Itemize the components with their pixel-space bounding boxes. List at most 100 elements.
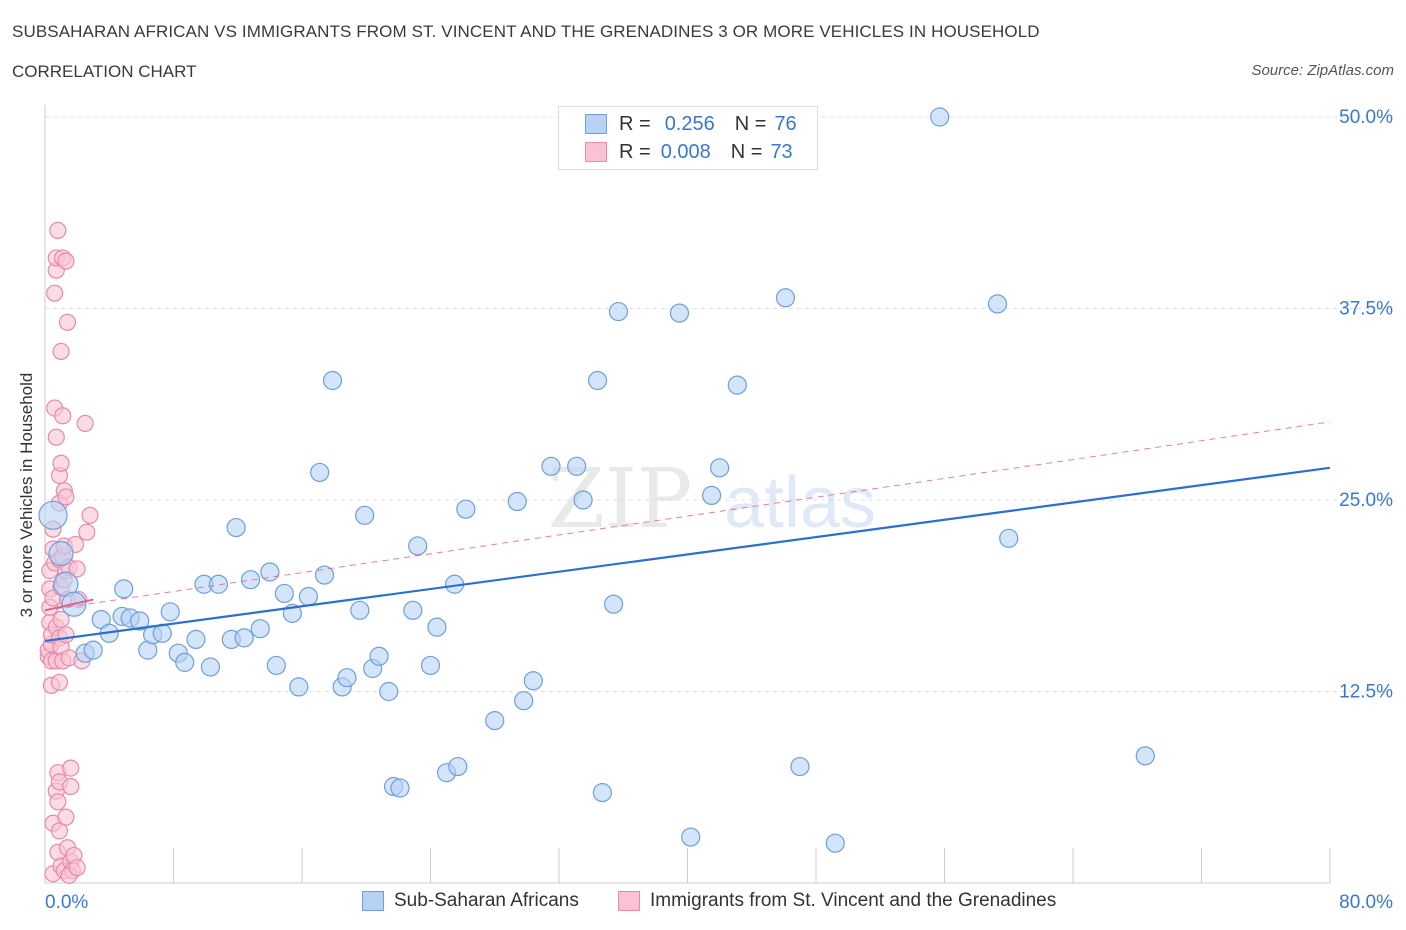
data-point-subsaharan bbox=[355, 505, 375, 525]
watermark: ZIP atlas bbox=[548, 452, 876, 547]
legend-row-immigrants: R = 0.008 N = 73 bbox=[585, 141, 793, 163]
data-point-subsaharan bbox=[514, 691, 534, 711]
bottom-legend-subsaharan: Sub-Saharan Africans bbox=[362, 890, 579, 912]
data-point-subsaharan bbox=[790, 756, 810, 777]
x-tick-label-max: 80.0% bbox=[1339, 892, 1393, 913]
data-point-immigrants bbox=[47, 428, 65, 446]
bottom-legend-swatch-blue bbox=[362, 891, 384, 911]
data-point-subsaharan bbox=[241, 570, 261, 590]
data-point-subsaharan bbox=[448, 756, 468, 777]
watermark-atlas: atlas bbox=[724, 463, 876, 543]
legend-r-label: R = bbox=[619, 112, 651, 135]
data-point-subsaharan bbox=[403, 600, 423, 620]
data-point-subsaharan bbox=[298, 586, 319, 607]
data-point-subsaharan bbox=[999, 528, 1019, 548]
legend: R = 0.256 N = 76 R = 0.008 N = 73 bbox=[558, 106, 818, 170]
data-point-subsaharan bbox=[408, 536, 428, 556]
source-label: Source: ZipAtlas.com bbox=[1251, 62, 1394, 79]
trendline-subsaharan bbox=[44, 466, 1331, 643]
data-point-immigrants bbox=[68, 859, 86, 877]
data-point-immigrants bbox=[57, 488, 75, 506]
data-point-subsaharan bbox=[114, 579, 134, 599]
data-point-immigrants bbox=[49, 793, 67, 811]
y-tick-label: 25.0% bbox=[1339, 490, 1393, 511]
data-point-subsaharan bbox=[573, 490, 593, 510]
data-point-subsaharan bbox=[567, 456, 587, 476]
axes bbox=[44, 105, 1331, 884]
data-point-subsaharan bbox=[681, 827, 701, 847]
data-point-immigrants bbox=[57, 626, 75, 644]
data-point-immigrants bbox=[78, 523, 96, 541]
data-point-subsaharan bbox=[507, 491, 527, 512]
data-point-subsaharan bbox=[48, 541, 74, 567]
data-point-immigrants bbox=[76, 414, 94, 432]
data-point-subsaharan bbox=[314, 565, 335, 585]
trendline-immigrants-dashed bbox=[44, 421, 1331, 611]
data-point-subsaharan bbox=[83, 640, 103, 660]
data-point-subsaharan bbox=[310, 462, 330, 483]
data-point-immigrants bbox=[54, 407, 72, 425]
legend-n-label: N = bbox=[730, 140, 763, 163]
legend-n-label: N = bbox=[734, 112, 767, 135]
data-point-subsaharan bbox=[322, 370, 343, 391]
legend-n-value: 73 bbox=[770, 140, 793, 163]
data-point-subsaharan bbox=[289, 677, 309, 697]
data-point-immigrants bbox=[57, 808, 75, 826]
data-point-immigrants bbox=[62, 777, 80, 796]
data-point-immigrants bbox=[46, 284, 64, 302]
data-point-subsaharan bbox=[369, 646, 389, 666]
data-point-immigrants bbox=[52, 342, 70, 360]
data-point-subsaharan bbox=[775, 288, 796, 308]
data-point-subsaharan bbox=[208, 574, 229, 594]
data-point-subsaharan bbox=[456, 499, 476, 519]
data-point-subsaharan bbox=[1135, 746, 1155, 766]
data-point-subsaharan bbox=[541, 456, 561, 476]
legend-r-value: 0.256 bbox=[664, 112, 715, 135]
x-tick-labels: 0.0% 80.0% bbox=[45, 892, 1393, 913]
data-point-subsaharan bbox=[604, 594, 624, 614]
data-point-subsaharan bbox=[38, 500, 68, 530]
data-point-subsaharan bbox=[701, 485, 722, 506]
data-point-immigrants bbox=[50, 673, 69, 691]
legend-r-label: R = bbox=[619, 140, 651, 163]
data-point-subsaharan bbox=[987, 294, 1008, 314]
data-point-subsaharan bbox=[226, 517, 246, 538]
data-point-subsaharan bbox=[130, 611, 150, 631]
data-point-subsaharan bbox=[186, 629, 206, 650]
legend-swatch-blue bbox=[585, 114, 607, 134]
bottom-legend-immigrants: Immigrants from St. Vincent and the Gren… bbox=[618, 890, 1056, 912]
data-point-subsaharan bbox=[175, 652, 195, 672]
data-point-subsaharan bbox=[420, 655, 441, 676]
chart-title: SUBSAHARAN AFRICAN VS IMMIGRANTS FROM ST… bbox=[12, 22, 1040, 41]
data-point-subsaharan bbox=[523, 671, 543, 691]
y-tick-labels: 12.5% 25.0% 37.5% 50.0% bbox=[1339, 107, 1393, 703]
data-point-subsaharan bbox=[710, 458, 730, 478]
data-point-subsaharan bbox=[250, 619, 270, 639]
data-point-immigrants bbox=[68, 560, 86, 578]
bottom-legend-label-subsaharan: Sub-Saharan Africans bbox=[394, 890, 579, 911]
data-point-subsaharan bbox=[727, 375, 747, 395]
x-tick-label-min: 0.0% bbox=[45, 892, 88, 913]
data-point-subsaharan bbox=[266, 655, 286, 676]
data-point-subsaharan bbox=[825, 833, 845, 853]
legend-n-value: 76 bbox=[774, 112, 797, 135]
data-point-immigrants bbox=[81, 506, 99, 524]
data-point-subsaharan bbox=[379, 681, 399, 702]
legend-r-value: 0.008 bbox=[660, 140, 711, 163]
data-point-subsaharan bbox=[234, 628, 254, 648]
data-point-immigrants bbox=[50, 822, 69, 840]
data-point-subsaharan bbox=[930, 107, 950, 127]
data-point-immigrants bbox=[49, 221, 67, 239]
legend-swatch-pink bbox=[585, 142, 607, 162]
data-point-subsaharan bbox=[427, 617, 447, 637]
bottom-legend-label-immigrants: Immigrants from St. Vincent and the Gren… bbox=[650, 890, 1057, 911]
data-point-subsaharan bbox=[274, 583, 294, 604]
data-point-immigrants bbox=[57, 252, 75, 270]
data-point-subsaharan bbox=[350, 600, 370, 620]
data-point-subsaharan bbox=[200, 657, 221, 677]
data-point-subsaharan bbox=[390, 778, 410, 798]
data-point-subsaharan bbox=[485, 711, 505, 731]
data-point-subsaharan bbox=[587, 370, 608, 391]
data-point-subsaharan bbox=[608, 301, 629, 322]
